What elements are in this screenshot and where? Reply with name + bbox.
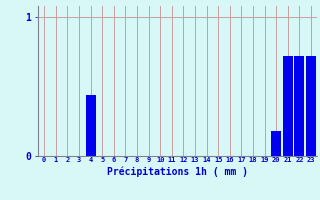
Bar <box>271 131 281 156</box>
Bar <box>283 56 293 156</box>
Bar <box>86 95 96 156</box>
X-axis label: Précipitations 1h ( mm ): Précipitations 1h ( mm ) <box>107 166 248 177</box>
Bar <box>306 56 316 156</box>
Bar <box>294 56 304 156</box>
